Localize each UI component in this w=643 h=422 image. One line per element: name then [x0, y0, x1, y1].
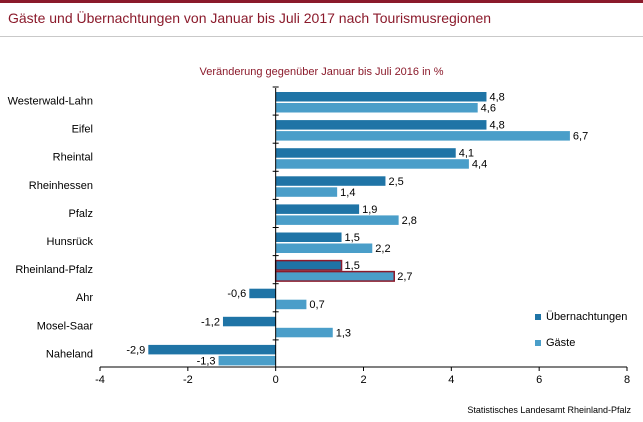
x-tick-label: 4	[448, 374, 454, 386]
x-tick-label: -2	[183, 374, 193, 386]
bar-uebernachtungen	[275, 120, 487, 130]
category-label: Eifel	[72, 124, 93, 136]
value-label: 2,5	[388, 176, 403, 188]
category-label: Rheintal	[53, 152, 93, 164]
category-label: Westerwald-Lahn	[8, 96, 93, 108]
bar-gaeste	[274, 270, 395, 282]
bar-uebernachtungen	[275, 92, 487, 102]
category-label: Hunsrück	[47, 236, 94, 248]
category-label: Naheland	[46, 348, 93, 360]
bar-uebernachtungen	[275, 176, 386, 186]
source-note: Statistisches Landesamt Rheinland-Pfalz	[467, 405, 631, 415]
bar-gaeste	[275, 243, 373, 253]
bar-uebernachtungen	[249, 288, 276, 299]
bar-uebernachtungen	[148, 344, 276, 355]
x-tick-label: -4	[95, 374, 105, 386]
bar-gaeste	[275, 131, 570, 141]
legend-item-uebernachtungen: Übernachtungen	[535, 310, 627, 324]
legend-label-uebernachtungen: Übernachtungen	[546, 311, 628, 323]
x-tick-label: 0	[273, 374, 279, 386]
value-label: -1,2	[201, 316, 220, 328]
value-label: -2,9	[126, 344, 145, 356]
bar-gaeste	[275, 327, 333, 338]
x-tick-label: 6	[536, 374, 542, 386]
value-label: 4,1	[459, 148, 474, 160]
bar-uebernachtungen	[222, 316, 276, 327]
value-label: 1,5	[345, 232, 360, 244]
value-label: -0,6	[227, 288, 246, 300]
bar-gaeste	[275, 215, 399, 225]
value-label: 4,8	[489, 92, 504, 104]
value-label: 2,7	[397, 271, 412, 283]
value-label: -1,3	[197, 355, 216, 367]
title-divider	[0, 36, 643, 37]
legend-swatch-gaeste	[535, 340, 541, 346]
value-label: 1,5	[345, 260, 360, 272]
value-label: 4,4	[472, 159, 487, 171]
bar-uebernachtungen	[275, 232, 342, 242]
legend-item-gaeste: Gäste	[535, 336, 627, 350]
bar-uebernachtungen	[275, 204, 360, 214]
category-label: Rheinhessen	[29, 180, 93, 192]
top-accent-bar	[0, 0, 643, 3]
chart-subtitle: Veränderung gegenüber Januar bis Juli 20…	[199, 66, 444, 78]
value-label: 1,3	[336, 327, 351, 339]
value-label: 2,8	[402, 215, 417, 227]
bar-gaeste	[275, 299, 307, 310]
value-label: 0,7	[309, 299, 324, 311]
bar-gaeste	[218, 355, 276, 366]
category-label: Mosel-Saar	[37, 320, 94, 332]
bar-uebernachtungen	[274, 259, 343, 271]
x-tick-label: 2	[360, 374, 366, 386]
value-label: 6,7	[573, 131, 588, 143]
value-label: 1,9	[362, 204, 377, 216]
category-label: Rheinland-Pfalz	[15, 264, 93, 276]
x-tick-label: 8	[624, 374, 630, 386]
legend-swatch-uebernachtungen	[535, 314, 541, 320]
bar-uebernachtungen	[275, 148, 456, 158]
value-label: 2,2	[375, 243, 390, 255]
legend-label-gaeste: Gäste	[546, 337, 576, 349]
chart-title: Gäste und Übernachtungen von Januar bis …	[8, 10, 492, 26]
value-label: 1,4	[340, 187, 355, 199]
value-label: 4,6	[481, 103, 496, 115]
bar-gaeste	[275, 159, 469, 169]
chart-legend: Übernachtungen Gäste	[535, 310, 627, 362]
value-label: 4,8	[489, 120, 504, 132]
bar-gaeste	[275, 187, 338, 197]
category-label: Pfalz	[69, 208, 93, 220]
category-label: Ahr	[76, 292, 93, 304]
bar-gaeste	[275, 103, 478, 113]
